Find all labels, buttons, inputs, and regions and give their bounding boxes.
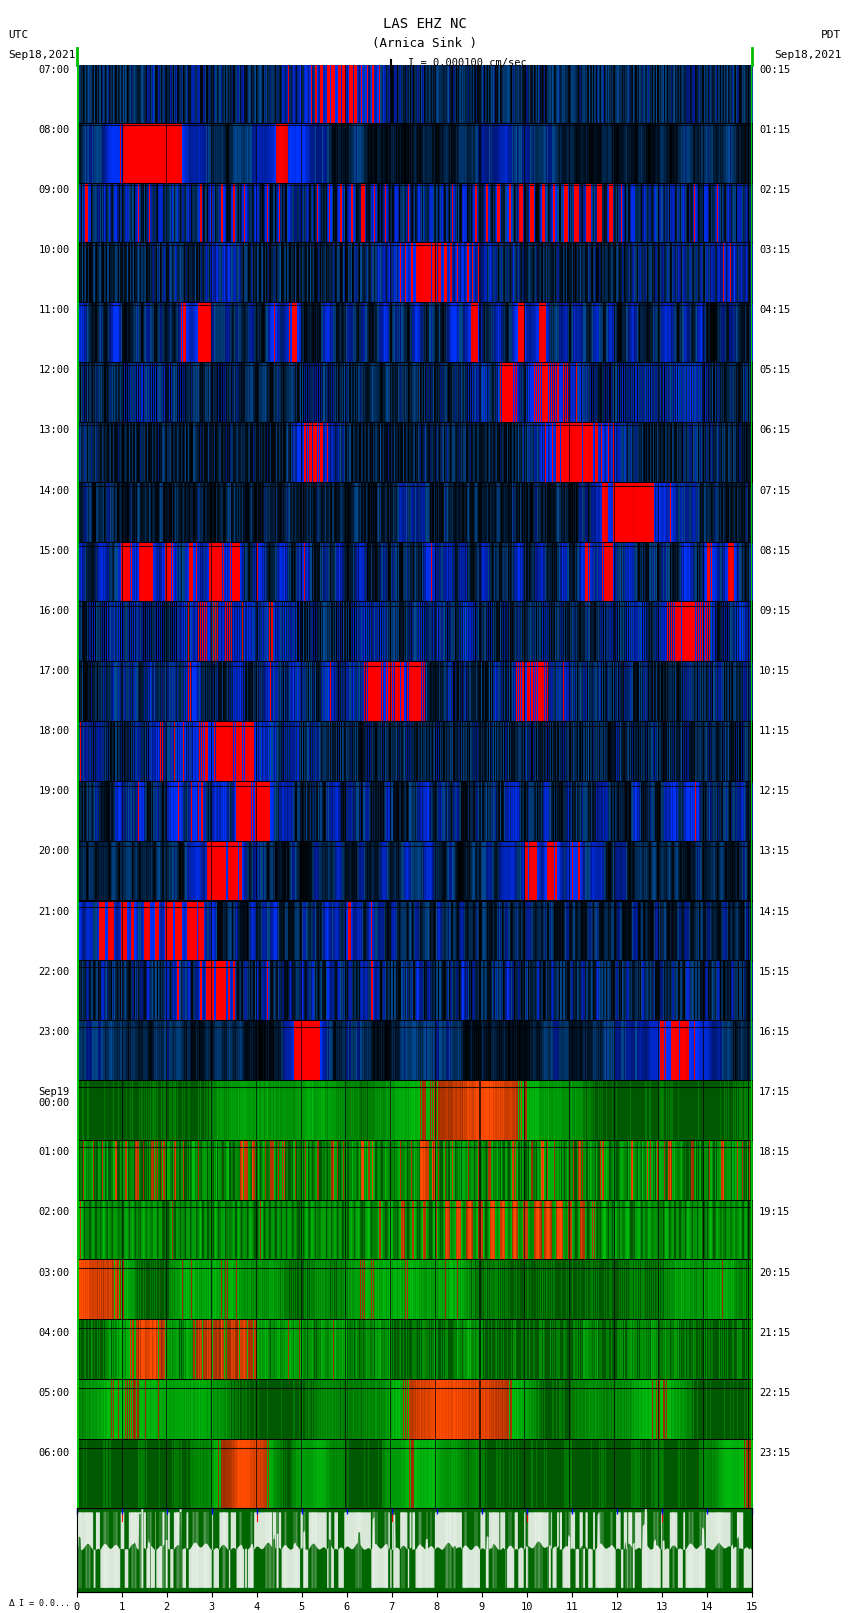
Text: 21:00: 21:00 <box>38 907 70 916</box>
Text: 02:15: 02:15 <box>759 185 791 195</box>
Text: 22:15: 22:15 <box>759 1387 791 1398</box>
Text: 06:15: 06:15 <box>759 426 791 436</box>
Text: 06:00: 06:00 <box>38 1448 70 1458</box>
Text: 10:15: 10:15 <box>759 666 791 676</box>
Text: 11:00: 11:00 <box>38 305 70 315</box>
Text: 08:15: 08:15 <box>759 545 791 556</box>
Text: LAS EHZ NC: LAS EHZ NC <box>383 16 467 31</box>
Text: 07:00: 07:00 <box>38 65 70 74</box>
Text: 18:00: 18:00 <box>38 726 70 736</box>
Text: 17:00: 17:00 <box>38 666 70 676</box>
Text: Sep19
00:00: Sep19 00:00 <box>38 1087 70 1108</box>
Text: 15:00: 15:00 <box>38 545 70 556</box>
Text: 03:15: 03:15 <box>759 245 791 255</box>
Text: 20:15: 20:15 <box>759 1268 791 1277</box>
Text: 07:15: 07:15 <box>759 486 791 495</box>
Text: 00:15: 00:15 <box>759 65 791 74</box>
Text: Sep18,2021: Sep18,2021 <box>774 50 842 60</box>
Text: 12:15: 12:15 <box>759 787 791 797</box>
Text: 16:15: 16:15 <box>759 1027 791 1037</box>
Text: (Arnica Sink ): (Arnica Sink ) <box>372 37 478 50</box>
Text: 11:15: 11:15 <box>759 726 791 736</box>
Text: 19:15: 19:15 <box>759 1208 791 1218</box>
Text: 20:00: 20:00 <box>38 847 70 857</box>
Text: 03:00: 03:00 <box>38 1268 70 1277</box>
Text: 09:15: 09:15 <box>759 606 791 616</box>
Text: 01:15: 01:15 <box>759 124 791 134</box>
Text: 05:00: 05:00 <box>38 1387 70 1398</box>
Text: 05:15: 05:15 <box>759 365 791 376</box>
Text: Sep18,2021: Sep18,2021 <box>8 50 76 60</box>
Text: 13:15: 13:15 <box>759 847 791 857</box>
Text: 15:15: 15:15 <box>759 966 791 977</box>
Text: 04:15: 04:15 <box>759 305 791 315</box>
Text: 02:00: 02:00 <box>38 1208 70 1218</box>
Text: 16:00: 16:00 <box>38 606 70 616</box>
Text: UTC: UTC <box>8 31 29 40</box>
Text: 17:15: 17:15 <box>759 1087 791 1097</box>
Text: 08:00: 08:00 <box>38 124 70 134</box>
Text: 10:00: 10:00 <box>38 245 70 255</box>
Text: 13:00: 13:00 <box>38 426 70 436</box>
Text: $\Delta$ I = 0.0...: $\Delta$ I = 0.0... <box>8 1597 70 1608</box>
Text: 23:15: 23:15 <box>759 1448 791 1458</box>
Text: 21:15: 21:15 <box>759 1327 791 1337</box>
Text: 09:00: 09:00 <box>38 185 70 195</box>
Text: 12:00: 12:00 <box>38 365 70 376</box>
Text: 04:00: 04:00 <box>38 1327 70 1337</box>
Text: 19:00: 19:00 <box>38 787 70 797</box>
Text: 14:15: 14:15 <box>759 907 791 916</box>
Text: 22:00: 22:00 <box>38 966 70 977</box>
Text: PDT: PDT <box>821 31 842 40</box>
Text: 01:00: 01:00 <box>38 1147 70 1157</box>
Text: I = 0.000100 cm/sec: I = 0.000100 cm/sec <box>408 58 527 68</box>
Text: 14:00: 14:00 <box>38 486 70 495</box>
Text: 23:00: 23:00 <box>38 1027 70 1037</box>
Text: 18:15: 18:15 <box>759 1147 791 1157</box>
